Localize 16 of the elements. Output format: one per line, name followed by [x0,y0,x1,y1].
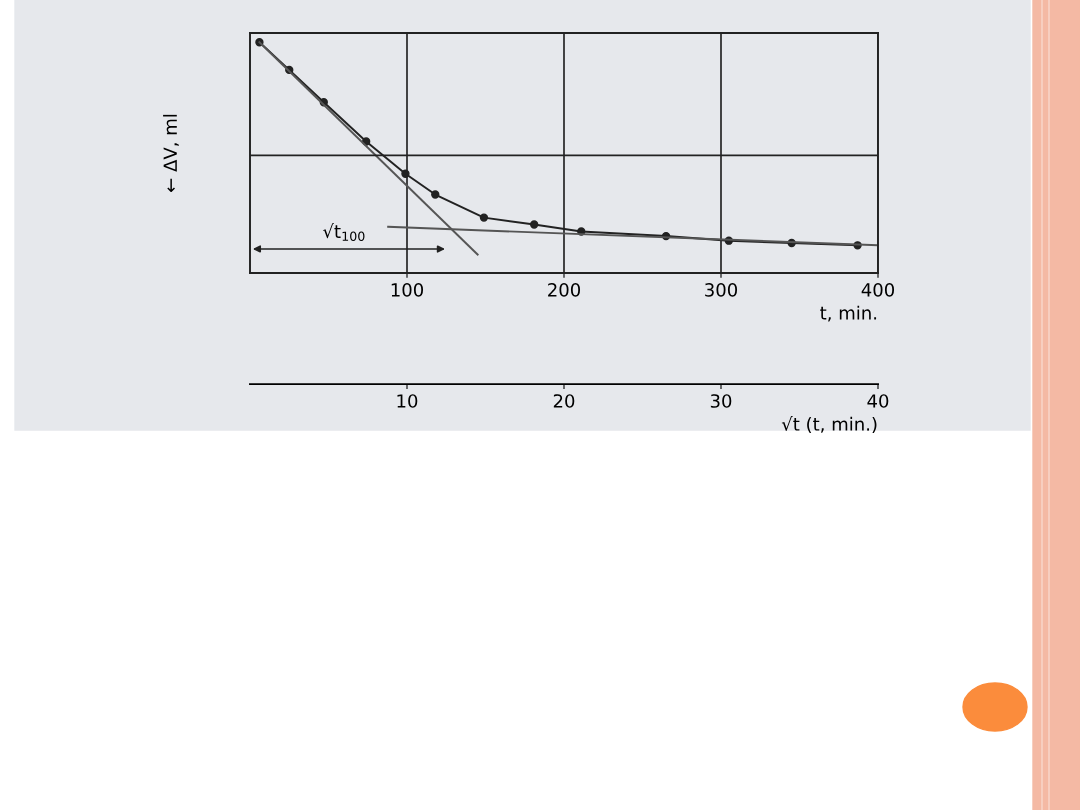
x2-tick-label: 40 [867,394,889,408]
x-tick-label: 100 [391,283,424,297]
x-tick-label: 300 [705,283,738,297]
point [479,213,489,222]
x-tick-label: 200 [548,283,581,297]
y-axis-title: ← ΔV, ml [163,114,179,192]
x2-axis-title: √t (t, min.) [781,415,877,433]
x2-tick-label: 10 [397,394,418,408]
point [530,220,539,229]
x2-tick-label: 30 [710,394,732,408]
annotation: √t$_{100}$ [322,223,365,242]
x2-tick-label: 20 [553,394,575,408]
x-tick-label: 400 [861,283,895,297]
point [401,169,410,178]
x-axis-title: t, min. [820,305,877,322]
point [431,190,440,199]
